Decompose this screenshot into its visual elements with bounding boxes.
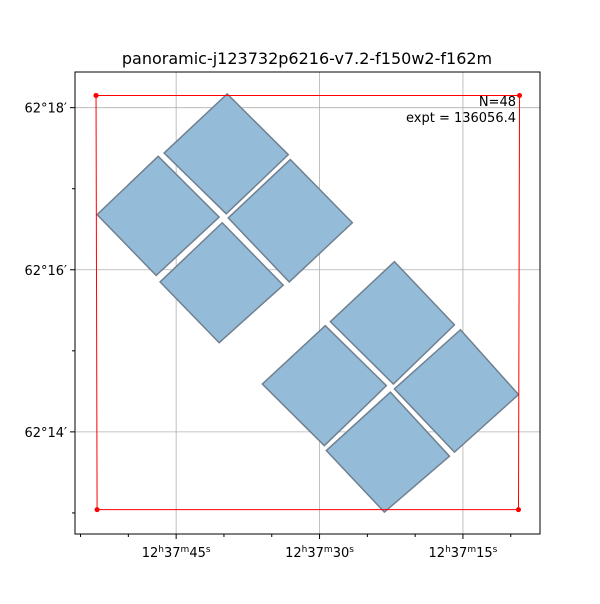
label-part: 15: [476, 546, 493, 561]
label-part: 12: [285, 546, 302, 561]
footprint: [329, 260, 456, 386]
label-part: h: [302, 545, 308, 555]
marks: [93, 92, 523, 514]
annotation: N=48: [479, 95, 516, 110]
chart-title: panoramic-j123732p6216-v7.2-f150w2-f162m: [122, 49, 492, 68]
y-tick-label: 62°14′: [24, 426, 67, 441]
label-part: h: [158, 545, 164, 555]
x-tick-label: 12h37m45s: [142, 545, 211, 561]
y-tick-label: 62°18′: [24, 102, 67, 117]
label-part: 12: [429, 546, 446, 561]
footprint: [159, 221, 285, 344]
label-part: 37: [451, 546, 468, 561]
label-part: m: [181, 545, 190, 555]
label-part: m: [467, 545, 476, 555]
footprint: [96, 155, 221, 277]
grid: [75, 72, 540, 534]
label-part: s: [206, 545, 211, 555]
plot-frame: [74, 71, 541, 535]
footprint: [261, 324, 388, 447]
footprint: [163, 92, 290, 215]
outline-vertex: [517, 93, 523, 99]
y-tick-label: 62°16′: [24, 264, 67, 279]
annotation: expt = 136056.4: [406, 111, 516, 126]
x-tick-label: 12h37m15s: [429, 545, 498, 561]
outline-vertex: [515, 507, 521, 513]
label-part: s: [349, 545, 354, 555]
footprint: [227, 158, 354, 283]
label-part: 30: [333, 546, 350, 561]
label-part: 45: [189, 546, 206, 561]
label-part: 37: [307, 546, 324, 561]
label-part: 37: [164, 546, 181, 561]
label-part: 12: [142, 546, 159, 561]
x-tick-label: 12h37m30s: [285, 545, 354, 561]
axes: 12h37m45s 12h37m30s 12h37m15s62°18′62°16′6…: [24, 71, 541, 561]
outline-vertex: [93, 93, 99, 99]
label-part: h: [445, 545, 451, 555]
footprint: [325, 391, 451, 514]
label-part: m: [324, 545, 333, 555]
outline-vertex: [94, 507, 100, 513]
label-part: s: [493, 545, 498, 555]
footprint: [393, 328, 520, 454]
